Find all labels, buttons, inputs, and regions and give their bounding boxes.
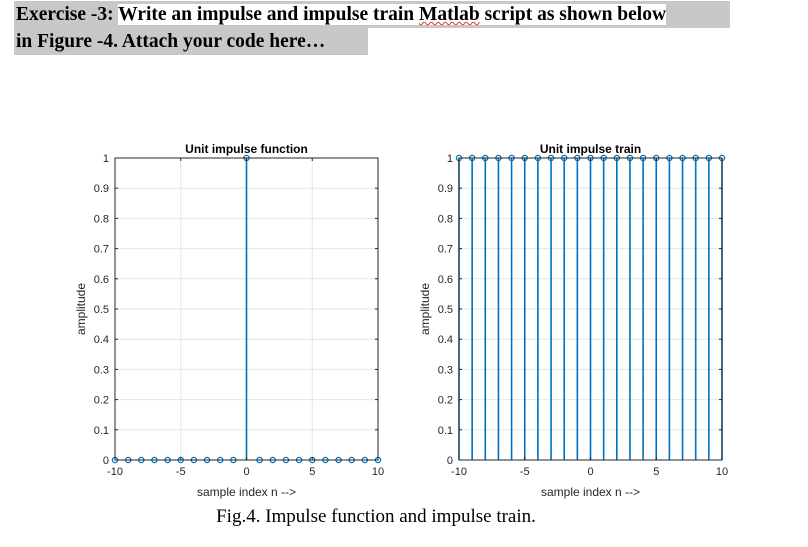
y-tick-label: 0.4 (438, 334, 453, 346)
x-tick-label: -5 (520, 466, 530, 478)
y-tick-label: 0.7 (438, 244, 453, 256)
y-tick-label: 0.7 (94, 244, 109, 256)
y-tick-label: 0.4 (94, 334, 109, 346)
x-tick-label: -5 (176, 466, 186, 478)
figure-caption: Fig.4. Impulse function and impulse trai… (216, 506, 536, 527)
chart-panel-2: -10 -5 0 5 10 0 0.1 0.2 0.3 0.4 0.5 0.6 0.7 0.8 0.9 1 Un… (418, 142, 728, 499)
chart-title: Unit impulse train (540, 142, 641, 156)
instruction-text-c: script as shown below (479, 4, 667, 25)
x-tick-label: 0 (243, 466, 249, 478)
y-tick-label: 0.9 (94, 183, 109, 195)
y-tick-label: 0.6 (438, 274, 453, 286)
y-tick-label: 1 (103, 153, 109, 165)
chart-title: Unit impulse function (185, 142, 308, 156)
x-tick-label: -10 (107, 466, 123, 478)
exercise-number: Exercise -3: (16, 4, 119, 25)
y-tick-label: 0 (447, 455, 453, 467)
x-tick-label: 5 (653, 466, 659, 478)
heading-line-1: Exercise -3: Write an impulse and impuls… (14, 1, 730, 28)
y-tick-label: 0.9 (438, 183, 453, 195)
y-tick-label: 0.3 (438, 364, 453, 376)
y-tick-label: 0.3 (94, 364, 109, 376)
x-tick-label: -10 (451, 466, 467, 478)
x-tick-label: 10 (372, 466, 384, 478)
x-tick-label: 10 (716, 466, 728, 478)
y-tick-label: 0.1 (438, 425, 453, 437)
y-tick-label: 0.2 (94, 395, 109, 407)
y-tick-label: 1 (447, 153, 453, 165)
y-tick-label: 0 (103, 455, 109, 467)
y-tick-label: 0.8 (94, 213, 109, 225)
x-tick-label: 5 (309, 466, 315, 478)
exercise-instruction: Write an impulse and impulse train Matla… (118, 4, 667, 25)
y-axis-label: amplitude (74, 283, 88, 335)
y-tick-label: 0.5 (94, 304, 109, 316)
y-tick-label: 0.5 (438, 304, 453, 316)
y-tick-label: 0.1 (94, 425, 109, 437)
instruction-text-b: Matlab (419, 4, 480, 25)
y-axis-label: amplitude (418, 283, 432, 335)
x-tick-label: 0 (587, 466, 593, 478)
x-axis-label: sample index n --> (541, 485, 640, 499)
exercise-heading: Exercise -3: Write an impulse and impuls… (14, 1, 730, 55)
y-tick-label: 0.8 (438, 213, 453, 225)
y-tick-label: 0.2 (438, 395, 453, 407)
chart-panel-1: -10 -5 0 5 10 0 0.1 0.2 0.3 0.4 0.5 0.6 0.7 0.8 0.9 1 Un… (74, 142, 384, 499)
heading-line-2: in Figure -4. Attach your code here… (14, 28, 368, 55)
y-tick-label: 0.6 (94, 274, 109, 286)
x-axis-label: sample index n --> (197, 485, 296, 499)
instruction-text-a: Write an impulse and impulse train (118, 4, 420, 25)
